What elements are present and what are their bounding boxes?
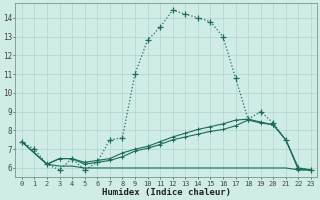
X-axis label: Humidex (Indice chaleur): Humidex (Indice chaleur): [102, 188, 231, 197]
